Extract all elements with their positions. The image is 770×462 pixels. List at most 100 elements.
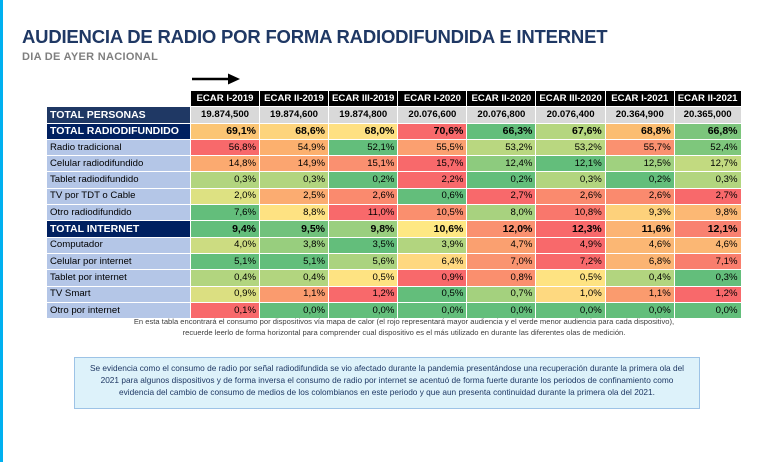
table-cell: 0,3% (673, 171, 742, 189)
column-header: ECAR III-2019 (327, 89, 399, 108)
table-cell: 5,1% (259, 252, 329, 271)
table-row: TOTAL PERSONAS 19.874,500 19.874,600 19.874… (46, 106, 742, 124)
table-row: Tablet radiodifundido 0,3% 0,3% 0,2% 2,2% 0,2… (46, 171, 742, 189)
column-header: ECAR III-2020 (535, 89, 606, 108)
column-header: ECAR II-2020 (466, 89, 537, 108)
row-label: TOTAL INTERNET (46, 220, 191, 238)
table-cell: 20.076,400 (535, 106, 606, 124)
table-cell: 12,4% (466, 155, 537, 173)
table-cell: 0,0% (327, 301, 399, 320)
table-cell: 1,2% (327, 285, 399, 303)
table-cell: 66,3% (466, 122, 537, 140)
table-cell: 12,0% (466, 220, 537, 238)
table-cell: 14,8% (190, 155, 260, 173)
table-cell: 0,0% (397, 301, 468, 320)
table-cell: 9,3% (604, 204, 675, 222)
table-cell: 52,1% (327, 138, 399, 157)
table-row: Otro radiodifundido 7,6% 8,8% 11,0% 10,5% 8,0… (46, 204, 742, 222)
table-cell: 1,1% (604, 285, 675, 303)
row-label: TV por TDT o Cable (46, 187, 191, 206)
table-cell: 9,8% (673, 204, 742, 222)
row-label: TOTAL RADIODIFUNDIDO (46, 122, 191, 140)
column-header: ECAR II-2021 (673, 89, 742, 108)
table-cell: 0,7% (466, 285, 537, 303)
table-cell: 68,6% (259, 122, 329, 140)
accent-bar (0, 0, 3, 462)
table-cell: 0,4% (604, 269, 675, 287)
table-cell: 53,2% (466, 138, 537, 157)
table-cell: 0,0% (259, 301, 329, 320)
table-cell: 0,3% (673, 269, 742, 287)
table-body: TOTAL PERSONAS 19.874,500 19.874,600 19.874… (46, 106, 742, 320)
table-cell: 0,5% (327, 269, 399, 287)
table-cell: 2,2% (397, 171, 468, 189)
row-label: TOTAL PERSONAS (46, 106, 191, 124)
table-cell: 56,8% (190, 138, 260, 157)
table-cell: 0,0% (535, 301, 606, 320)
table-cell: 2,7% (466, 187, 537, 206)
table-cell: 0,1% (190, 301, 260, 320)
table-cell: 2,5% (259, 187, 329, 206)
table-row: TV por TDT o Cable 2,0% 2,5% 2,6% 0,6% 2,7% 2,… (46, 187, 742, 206)
table-cell: 68,8% (604, 122, 675, 140)
table-cell: 10,8% (535, 204, 606, 222)
table-cell: 53,2% (535, 138, 606, 157)
row-label: Otro por internet (46, 301, 191, 320)
table-cell: 10,6% (397, 220, 468, 238)
table-cell: 67,6% (535, 122, 606, 140)
table-cell: 6,4% (397, 252, 468, 271)
table-cell: 8,8% (259, 204, 329, 222)
table-cell: 0,8% (466, 269, 537, 287)
row-label: Celular radiodifundido (46, 155, 191, 173)
row-label: Radio tradicional (46, 138, 191, 157)
table-cell: 1,2% (673, 285, 742, 303)
table-cell: 9,4% (190, 220, 260, 238)
table-cell: 6,8% (604, 252, 675, 271)
table-cell: 9,8% (327, 220, 399, 238)
table-row: Radio tradicional 56,8% 54,9% 52,1% 55,5% 53,… (46, 138, 742, 157)
table-cell: 68,0% (327, 122, 399, 140)
table-cell: 7,0% (466, 252, 537, 271)
table-cell: 8,0% (466, 204, 537, 222)
table-cell: 15,1% (327, 155, 399, 173)
table-cell: 7,6% (190, 204, 260, 222)
row-label: Tablet radiodifundido (46, 171, 191, 189)
row-label: TV Smart (46, 285, 191, 303)
table-cell: 2,7% (673, 187, 742, 206)
table-cell: 12,3% (535, 220, 606, 238)
table-cell: 20.076,600 (397, 106, 468, 124)
table-cell: 12,7% (673, 155, 742, 173)
table-cell: 19.874,600 (259, 106, 329, 124)
table-cell: 0,3% (190, 171, 260, 189)
table-cell: 69,1% (190, 122, 260, 140)
arrow-right-icon (192, 73, 240, 85)
table-cell: 4,6% (673, 236, 742, 254)
table-cell: 0,3% (535, 171, 606, 189)
table-cell: 0,5% (397, 285, 468, 303)
table-cell: 52,4% (673, 138, 742, 157)
row-label: Celular por internet (46, 252, 191, 271)
table-cell: 0,2% (327, 171, 399, 189)
table-cell: 0,9% (397, 269, 468, 287)
table-cell: 4,6% (604, 236, 675, 254)
table-cell: 3,5% (327, 236, 399, 254)
row-label: Tablet por internet (46, 269, 191, 287)
table-cell: 2,6% (604, 187, 675, 206)
table-cell: 0,6% (397, 187, 468, 206)
table-cell: 12,1% (535, 155, 606, 173)
header-row: ECAR I-2019 ECAR II-2019 ECAR III-2019 ECAR… (46, 89, 742, 108)
table-row: Tablet por internet 0,4% 0,4% 0,5% 0,9% 0,8% 0… (46, 269, 742, 287)
table-cell: 1,1% (259, 285, 329, 303)
table-cell: 0,2% (604, 171, 675, 189)
table-cell: 5,1% (190, 252, 260, 271)
table-row: Otro por internet 0,1% 0,0% 0,0% 0,0% 0,0% 0,0… (46, 301, 742, 320)
table-cell: 0,3% (259, 171, 329, 189)
table-row: TOTAL INTERNET 9,4% 9,5% 9,8% 10,6% 12,0% 12,3… (46, 220, 742, 238)
column-header: ECAR I-2021 (604, 89, 675, 108)
table-cell: 54,9% (259, 138, 329, 157)
page-subtitle: DIA DE AYER NACIONAL (22, 51, 159, 63)
table-cell: 1,0% (535, 285, 606, 303)
table-cell: 0,4% (190, 269, 260, 287)
table-cell: 12,5% (604, 155, 675, 173)
table-row: TV Smart 0,9% 1,1% 1,2% 0,5% 0,7% 1,0% 1,1% 1,2% (46, 285, 742, 303)
